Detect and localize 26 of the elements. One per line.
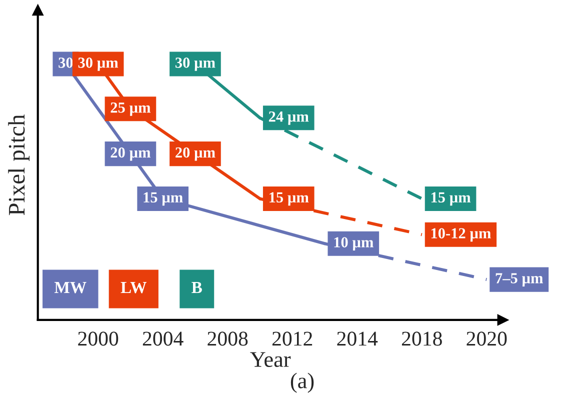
data-label: 15 µm [431, 192, 471, 206]
data-label: 30 µm [78, 58, 118, 71]
text: MW [54, 282, 86, 294]
x-tick-label: 2004 [142, 332, 184, 346]
data-label: 20 µm [110, 147, 151, 161]
data-label: 15 µm [144, 192, 183, 206]
data-label: 30 µm [175, 58, 216, 71]
data-label: 25 µm [110, 102, 151, 116]
x-tick-label: 2018 [402, 332, 442, 346]
data-label: 30 [58, 58, 73, 68]
x-tick-label: 2014 [337, 332, 378, 346]
data-label: 7–5 µm [496, 273, 543, 286]
x-tick-label: 2012 [272, 332, 312, 346]
x-tick-label: 2000 [78, 332, 118, 346]
text: LW [120, 282, 147, 294]
data-label: 15 µm [270, 192, 309, 206]
x-axis-title: Year [250, 352, 291, 367]
data-label: 10 µm [334, 237, 374, 251]
data-label: 10-12 µm [431, 228, 491, 242]
text: B [192, 282, 202, 294]
x-tick-label: 2008 [208, 332, 248, 346]
data-label: 24 µm [268, 111, 309, 125]
y-axis-title: Pixel pitch [8, 114, 30, 216]
data-label: 20 µm [176, 147, 216, 161]
x-tick-label: 2020 [466, 332, 507, 346]
text: (a) [290, 372, 314, 393]
